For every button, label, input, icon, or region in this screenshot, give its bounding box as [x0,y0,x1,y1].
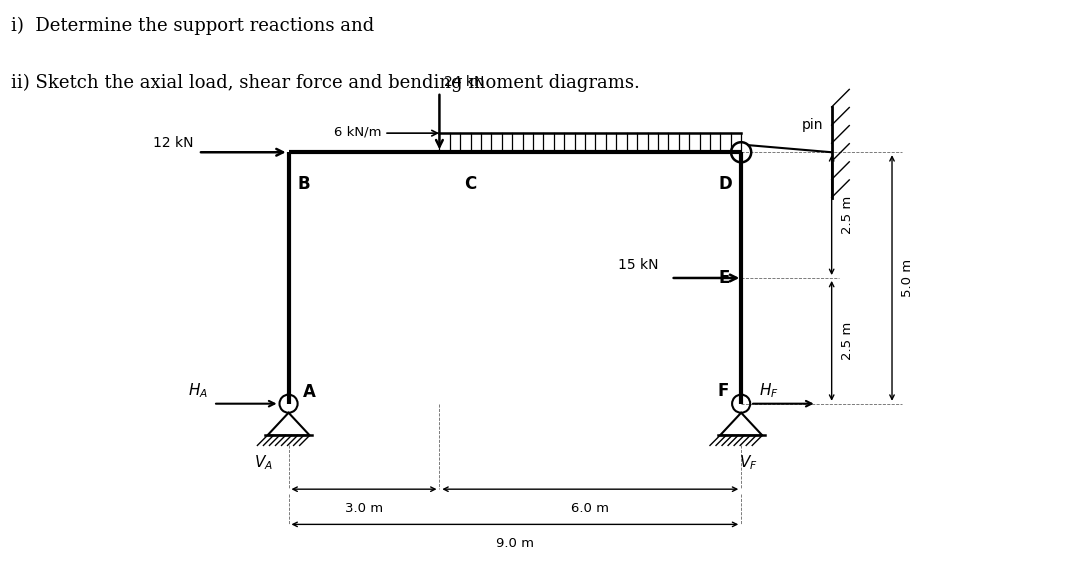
Text: 3.0 m: 3.0 m [345,501,383,514]
Text: $H_A$: $H_A$ [188,381,208,400]
Text: E: E [718,269,730,287]
Text: 6.0 m: 6.0 m [571,501,609,514]
Text: $V_A$: $V_A$ [254,453,273,471]
Text: A: A [302,383,315,401]
Text: 2.5 m: 2.5 m [840,196,853,234]
Text: $V_F$: $V_F$ [740,453,758,471]
Text: F: F [717,381,729,400]
Text: 5.0 m: 5.0 m [901,259,914,297]
Text: 2.5 m: 2.5 m [840,321,853,360]
Text: C: C [464,175,476,193]
Text: ii) Sketch the axial load, shear force and bending moment diagrams.: ii) Sketch the axial load, shear force a… [11,74,639,92]
Text: B: B [298,175,310,193]
Text: 12 kN: 12 kN [152,136,193,150]
Text: 6 kN/m: 6 kN/m [334,126,381,139]
Text: 9.0 m: 9.0 m [496,537,534,550]
Text: pin: pin [801,118,823,131]
Text: D: D [718,175,732,193]
Text: i)  Determine the support reactions and: i) Determine the support reactions and [11,17,374,35]
Text: 15 kN: 15 kN [618,258,658,272]
Text: $H_F$: $H_F$ [759,381,779,400]
Text: 24 kN: 24 kN [445,75,485,89]
